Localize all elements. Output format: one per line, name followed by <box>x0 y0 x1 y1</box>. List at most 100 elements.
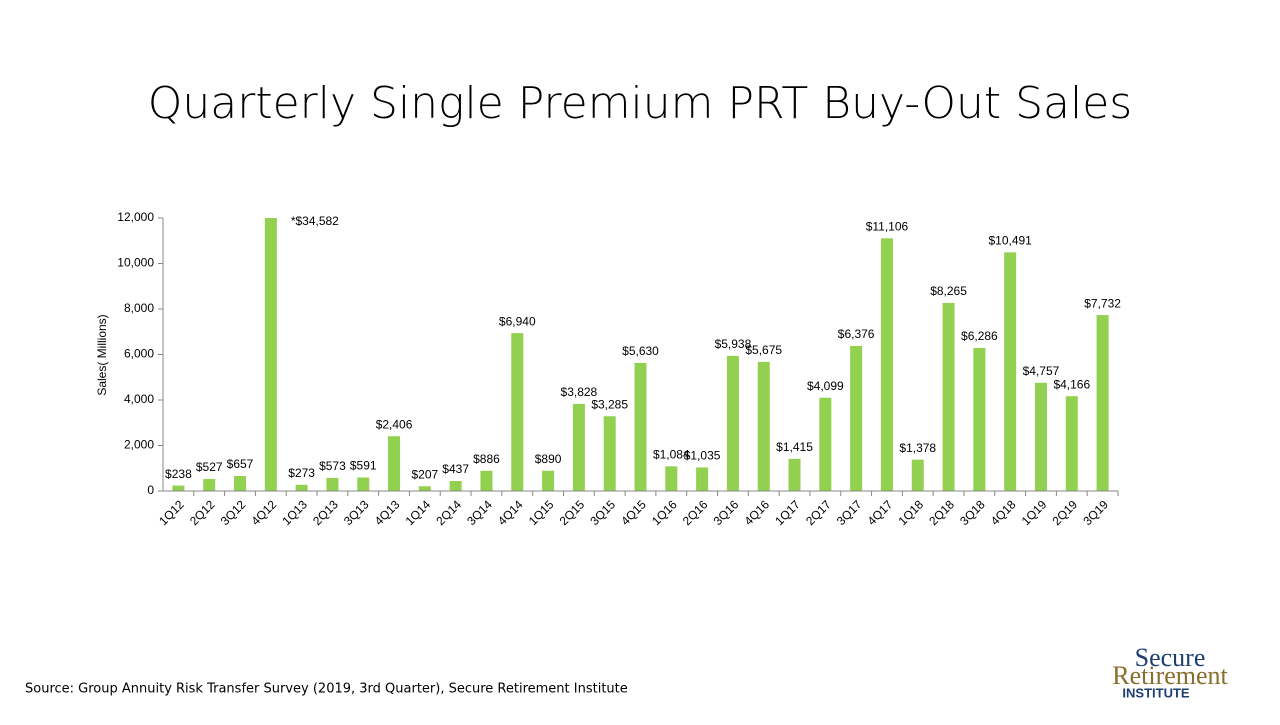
bar <box>357 477 370 491</box>
data-label: $886 <box>473 452 500 466</box>
data-label: $11,106 <box>866 220 909 234</box>
data-label: $10,491 <box>988 234 1032 248</box>
data-label: $6,376 <box>838 327 875 341</box>
x-tick-label: 2Q16 <box>680 497 711 528</box>
bar <box>850 345 863 491</box>
data-label: $6,286 <box>961 329 998 343</box>
bar <box>788 458 801 491</box>
logo: Secure Retirement INSTITUTE <box>1112 643 1228 700</box>
x-tick-label: 2Q15 <box>557 497 588 528</box>
data-label: $238 <box>165 467 192 481</box>
x-tick-label: 3Q18 <box>957 497 988 528</box>
data-label: $573 <box>319 459 346 473</box>
x-tick-label: 1Q12 <box>156 497 187 528</box>
x-tick-label: 1Q15 <box>526 497 557 528</box>
x-tick-label: 4Q12 <box>249 497 280 528</box>
bar <box>480 470 493 491</box>
data-label: $1,084 <box>653 448 690 462</box>
bar <box>542 470 555 491</box>
data-label: $8,265 <box>930 284 967 298</box>
y-tick-label: 6,000 <box>124 347 154 361</box>
y-axis-label: Sales( Millions) <box>95 314 109 395</box>
chart-title: Quarterly Single Premium PRT Buy-Out Sal… <box>148 78 1132 129</box>
bar <box>696 467 709 491</box>
bar <box>449 481 462 491</box>
x-tick-label: 4Q13 <box>372 497 403 528</box>
bar <box>942 302 955 491</box>
logo-text: INSTITUTE <box>1122 685 1189 700</box>
x-tick-label: 1Q19 <box>1019 497 1050 528</box>
x-tick-label: 2Q17 <box>803 497 834 528</box>
x-tick-label: 2Q12 <box>187 497 218 528</box>
bar <box>172 485 185 491</box>
bar <box>234 476 247 491</box>
data-label: $4,166 <box>1053 377 1090 391</box>
x-tick-label: 2Q18 <box>926 497 957 528</box>
bar <box>1004 252 1017 491</box>
data-label: $890 <box>535 452 562 466</box>
bar <box>203 479 216 491</box>
y-tick-label: 10,000 <box>117 256 154 270</box>
x-tick-label: 3Q19 <box>1080 497 1111 528</box>
data-label: $5,630 <box>622 344 659 358</box>
plot-area <box>172 218 1109 491</box>
x-tick-label: 3Q12 <box>218 497 249 528</box>
bar <box>1034 382 1047 491</box>
bar <box>326 477 339 491</box>
x-tick-label: 4Q14 <box>495 497 526 528</box>
data-label: $3,285 <box>591 397 628 411</box>
bar <box>973 347 986 491</box>
data-label: $4,099 <box>807 379 844 393</box>
x-tick-label: 2Q13 <box>310 497 341 528</box>
bar <box>757 361 770 491</box>
y-tick-label: 12,000 <box>117 210 154 224</box>
data-label: $207 <box>412 467 439 481</box>
y-tick-label: 2,000 <box>124 438 154 452</box>
data-label: $5,675 <box>745 343 782 357</box>
data-label: $2,406 <box>376 417 413 431</box>
x-tick-label: 3Q16 <box>711 497 742 528</box>
x-tick-label: 3Q17 <box>834 497 865 528</box>
data-label: $3,828 <box>561 385 598 399</box>
x-tick-label: 1Q14 <box>403 497 434 528</box>
data-label: $1,415 <box>776 440 813 454</box>
bar <box>511 333 524 491</box>
y-tick-label: 0 <box>147 483 154 497</box>
x-tick-label: 3Q13 <box>341 497 372 528</box>
x-tick-label: 4Q17 <box>865 497 896 528</box>
bar <box>1065 396 1078 491</box>
data-label: $4,757 <box>1023 364 1060 378</box>
data-label: $1,378 <box>899 441 936 455</box>
data-label: $6,940 <box>499 314 536 328</box>
x-tick-label: 3Q15 <box>587 497 618 528</box>
bar <box>264 218 277 491</box>
bar <box>603 416 616 491</box>
bar <box>819 397 832 491</box>
logo-text: Retirement <box>1112 661 1228 690</box>
data-label: $7,732 <box>1084 296 1121 310</box>
y-tick-label: 8,000 <box>124 301 154 315</box>
bar <box>1096 315 1109 491</box>
data-label: $5,938 <box>715 337 752 351</box>
bar <box>634 362 647 491</box>
x-tick-label: 1Q18 <box>895 497 926 528</box>
x-tick-label: 1Q16 <box>649 497 680 528</box>
y-tick-label: 4,000 <box>124 392 154 406</box>
data-label: $273 <box>288 466 315 480</box>
bar <box>418 486 431 491</box>
bar <box>388 436 401 491</box>
bar <box>726 355 739 491</box>
logo-text: Secure <box>1135 643 1206 672</box>
x-tick-label: 3Q14 <box>464 497 495 528</box>
data-label: $437 <box>442 462 469 476</box>
data-label: *$34,582 <box>291 214 339 228</box>
x-tick-label: 2Q19 <box>1049 497 1080 528</box>
x-tick-label: 4Q16 <box>741 497 772 528</box>
source: Source: Group Annuity Risk Transfer Surv… <box>25 682 628 697</box>
data-label: $591 <box>350 459 377 473</box>
data-label: $657 <box>227 457 254 471</box>
x-tick-label: 4Q15 <box>618 497 649 528</box>
bar <box>572 403 585 491</box>
